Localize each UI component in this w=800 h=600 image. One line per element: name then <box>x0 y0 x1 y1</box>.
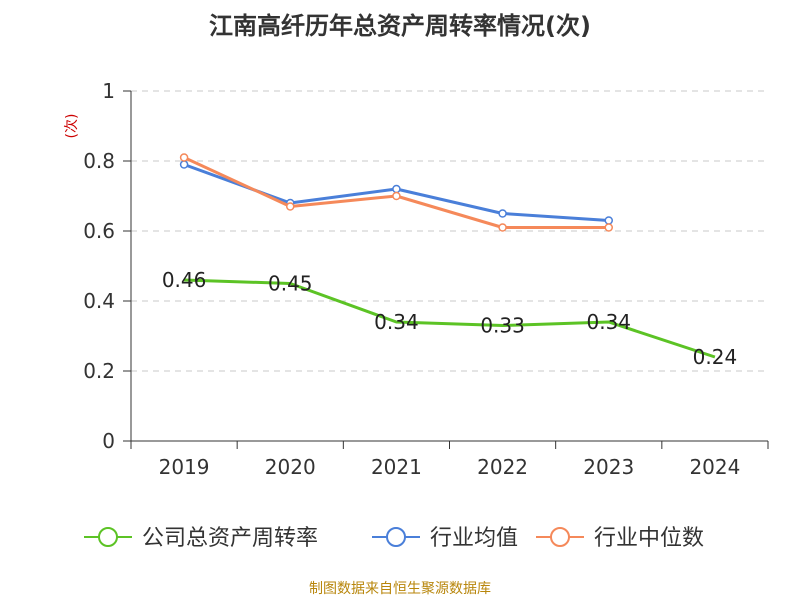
legend-marker <box>386 527 406 547</box>
source-note: 制图数据来自恒生聚源数据库 <box>309 581 491 597</box>
series-point <box>392 184 401 194</box>
y-tick-label: 0.2 <box>83 359 115 383</box>
series-line-0 <box>184 278 716 359</box>
y-tick-label: 0.8 <box>83 149 115 173</box>
data-label: 0.34 <box>586 310 631 334</box>
y-tick-label: 0 <box>102 429 115 453</box>
x-tick-label: 2021 <box>371 455 422 479</box>
series-point <box>498 209 507 218</box>
series-lines <box>179 153 716 359</box>
series-point <box>179 153 189 162</box>
x-tick-label: 2024 <box>689 455 740 479</box>
legend: 公司总资产周转率 行业均值 行业中位数 <box>84 526 704 551</box>
y-tick-label: 0.6 <box>83 219 115 243</box>
y-tick-label: 0.4 <box>83 289 115 313</box>
data-label: 0.24 <box>693 345 738 369</box>
x-tick-label: 2022 <box>477 455 528 479</box>
data-label: 0.33 <box>480 314 525 338</box>
x-tick-label: 2019 <box>159 455 210 479</box>
series-point <box>392 191 401 201</box>
data-label: 0.46 <box>162 268 207 292</box>
series-point <box>179 160 189 169</box>
legend-marker <box>550 527 570 547</box>
y-axis-label: (次) <box>64 114 80 139</box>
data-label: 0.45 <box>268 272 313 296</box>
legend-label: 公司总资产周转率 <box>142 526 318 551</box>
series-point <box>286 202 295 211</box>
gridlines <box>131 90 768 372</box>
axes: 0 0.2 0.4 0.6 0.8 1 2019 2020 2021 2022 2023 2024 (次… <box>64 79 769 479</box>
chart-title: 江南高纤历年总资产周转率情况(次) <box>209 12 591 40</box>
series-point <box>604 216 613 225</box>
legend-label: 行业均值 <box>430 526 518 551</box>
series-point <box>604 223 613 232</box>
data-labels: 0.46 0.45 0.34 0.33 0.34 0.24 <box>162 268 737 369</box>
legend-marker <box>98 527 118 547</box>
x-tick-label: 2020 <box>265 455 316 479</box>
legend-label: 行业中位数 <box>594 526 704 551</box>
x-tick-label: 2023 <box>583 455 634 479</box>
series-point <box>498 223 507 232</box>
data-label: 0.34 <box>374 310 419 334</box>
y-tick-label: 1 <box>102 79 115 103</box>
